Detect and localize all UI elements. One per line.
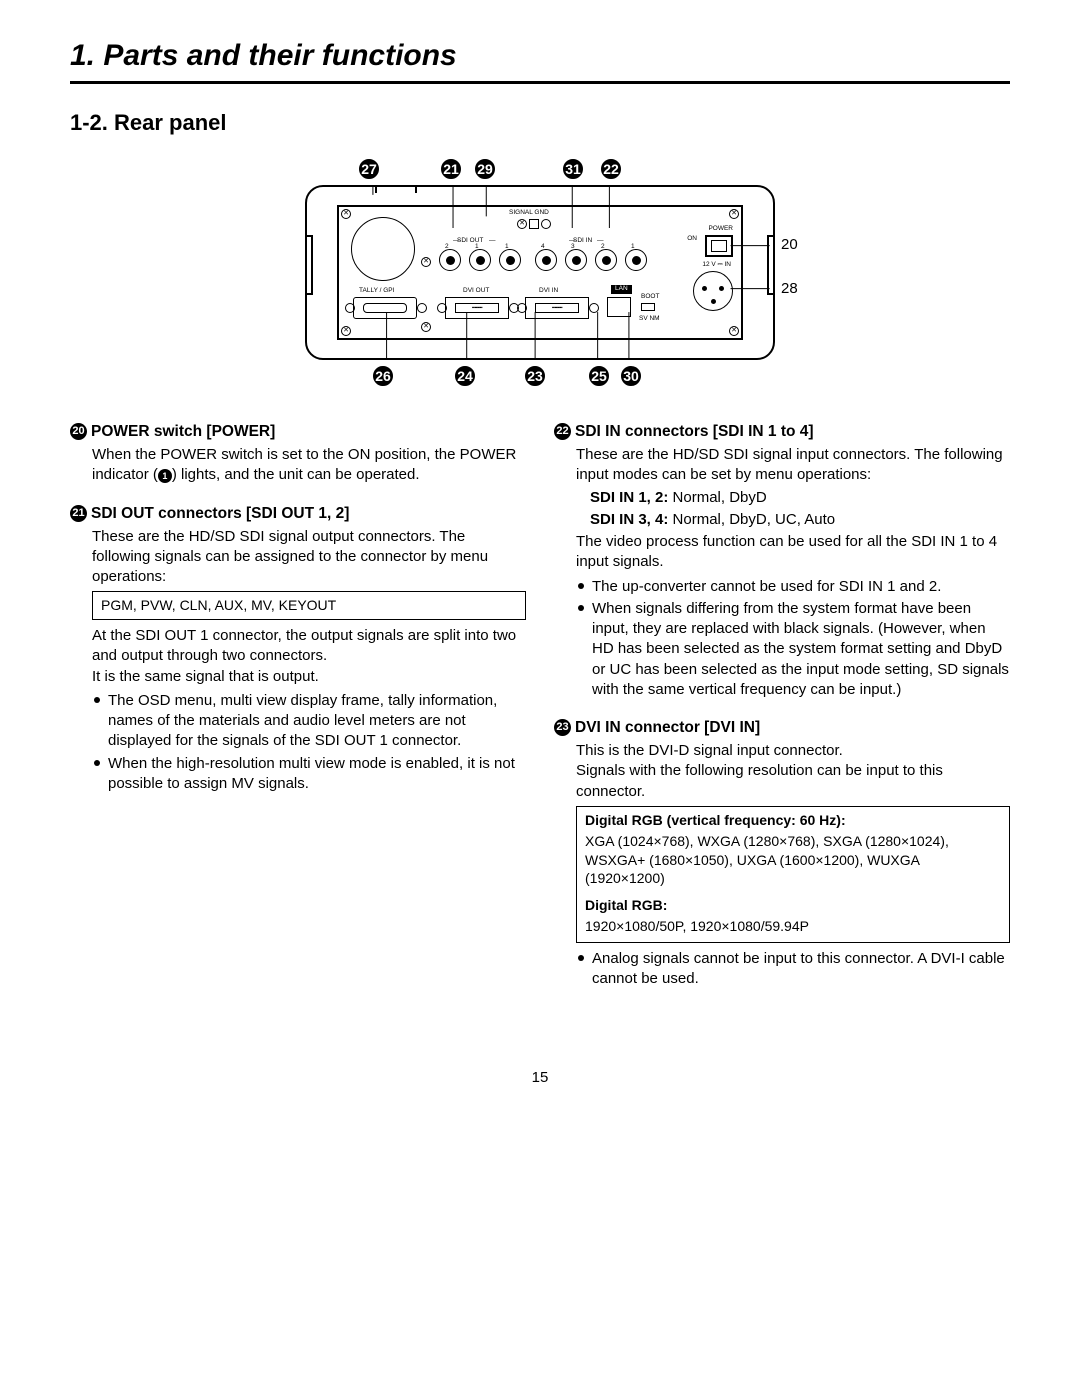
callout-number-icon: 21 (70, 505, 87, 522)
entry-title: SDI OUT connectors [SDI OUT 1, 2] (91, 504, 349, 525)
content-columns: 20 POWER switch [POWER] When the POWER s… (70, 422, 1010, 1007)
resolution-box: Digital RGB (vertical frequency: 60 Hz):… (576, 806, 1010, 943)
callout-number-icon: 22 (554, 423, 571, 440)
entry-22: 22 SDI IN connectors [SDI IN 1 to 4] The… (554, 422, 1010, 700)
rear-panel-diagram: 2721293122 ✕ ✕ ✕ ✕ ✕ ✕ SIGNAL (70, 153, 1010, 392)
section-title: 1-2. Rear panel (70, 108, 1010, 138)
bullet-item: The OSD menu, multi view display frame, … (92, 691, 526, 752)
callout-29: 29 (475, 159, 495, 179)
bullet-item: When signals differing from the system f… (576, 599, 1010, 700)
callout-22: 22 (601, 159, 621, 179)
callout-27: 27 (359, 159, 379, 179)
ref-number-icon: 1 (158, 469, 172, 483)
callout-20: 20 (781, 235, 798, 255)
entry-23: 23 DVI IN connector [DVI IN] This is the… (554, 718, 1010, 990)
callout-23: 23 (525, 366, 545, 386)
panel-body: ✕ ✕ ✕ ✕ ✕ ✕ SIGNAL GND ✕ — SDI OUT — 2 1 (305, 185, 775, 360)
bullet-item: When the high-resolution multi view mode… (92, 754, 526, 795)
entry-title: SDI IN connectors [SDI IN 1 to 4] (575, 422, 814, 443)
bullet-item: Analog signals cannot be input to this c… (576, 949, 1010, 990)
callout-30: 30 (621, 366, 641, 386)
bullet-item: The up-converter cannot be used for SDI … (576, 577, 1010, 597)
callout-31: 31 (563, 159, 583, 179)
signal-list-box: PGM, PVW, CLN, AUX, MV, KEYOUT (92, 591, 526, 620)
callout-28: 28 (781, 279, 798, 299)
callout-number-icon: 23 (554, 719, 571, 736)
entry-20: 20 POWER switch [POWER] When the POWER s… (70, 422, 526, 485)
entry-title: POWER switch [POWER] (91, 422, 275, 443)
callout-25: 25 (589, 366, 609, 386)
callout-26: 26 (373, 366, 393, 386)
left-column: 20 POWER switch [POWER] When the POWER s… (70, 422, 526, 1007)
right-column: 22 SDI IN connectors [SDI IN 1 to 4] The… (554, 422, 1010, 1007)
entry-title: DVI IN connector [DVI IN] (575, 718, 760, 739)
callout-24: 24 (455, 366, 475, 386)
chapter-title: 1. Parts and their functions (70, 36, 1010, 84)
callout-21: 21 (441, 159, 461, 179)
page-number: 15 (70, 1068, 1010, 1088)
callout-number-icon: 20 (70, 423, 87, 440)
entry-21: 21 SDI OUT connectors [SDI OUT 1, 2] The… (70, 504, 526, 795)
